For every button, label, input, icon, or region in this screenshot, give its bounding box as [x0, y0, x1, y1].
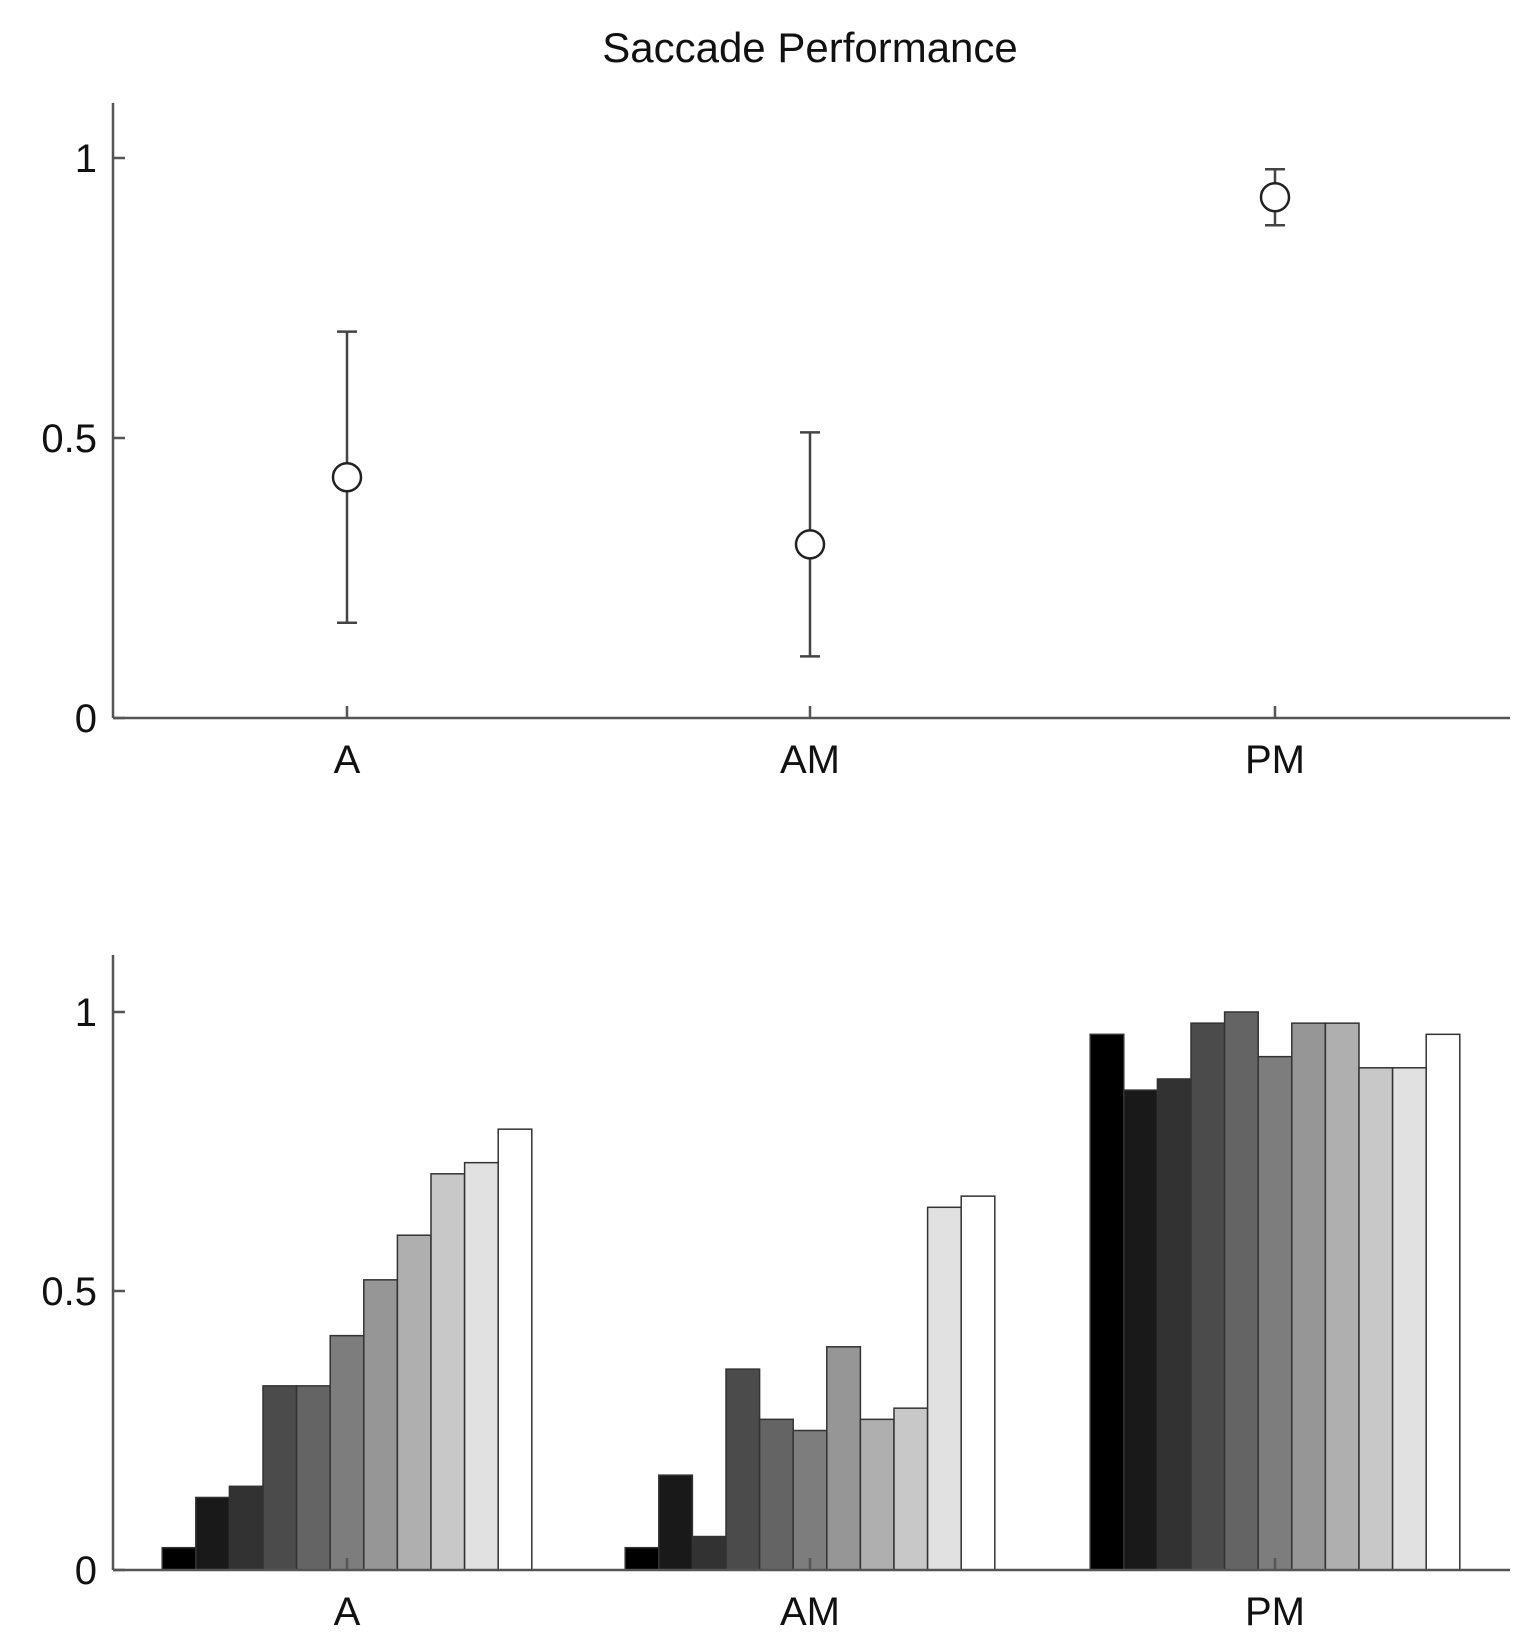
bar	[228, 1485, 264, 1571]
mean-point	[794, 529, 826, 560]
bar	[295, 1385, 331, 1571]
bar	[1223, 1011, 1259, 1571]
bar	[960, 1195, 996, 1571]
bar	[195, 1496, 231, 1571]
y-tick-label: 0	[75, 1549, 97, 1593]
mean-point	[1259, 181, 1291, 213]
bar	[1089, 1033, 1125, 1571]
bar	[396, 1234, 432, 1571]
bar	[1257, 1055, 1293, 1571]
bar	[1123, 1089, 1159, 1571]
y-tick-label: 1	[75, 991, 97, 1035]
bar	[893, 1407, 929, 1571]
bar	[463, 1161, 499, 1571]
bar	[691, 1535, 727, 1571]
y-tick-label: 1	[75, 137, 97, 181]
bar	[624, 1546, 660, 1571]
bar	[1425, 1033, 1461, 1571]
bar	[1391, 1067, 1427, 1571]
y-tick-label: 0	[75, 697, 97, 741]
y-tick-label: 0.5	[41, 417, 97, 461]
bar	[826, 1346, 862, 1571]
bar	[1190, 1022, 1226, 1571]
bar	[497, 1128, 533, 1571]
x-tick-label: A	[334, 1590, 361, 1634]
mean-point	[331, 461, 363, 493]
x-tick-label: AM	[780, 738, 840, 782]
x-tick-label: PM	[1245, 738, 1305, 782]
y-tick-label: 0.5	[41, 1270, 97, 1314]
bar	[758, 1418, 794, 1571]
bar	[262, 1385, 298, 1571]
bar	[658, 1474, 694, 1571]
bar	[792, 1429, 828, 1571]
bottom-panel: 0 0.5 1 A AM PM	[41, 955, 1510, 1634]
bar	[1324, 1022, 1360, 1571]
bar	[329, 1334, 365, 1571]
x-tick-label: PM	[1245, 1590, 1305, 1634]
x-tick-label: AM	[780, 1590, 840, 1634]
bar	[430, 1173, 466, 1571]
bar	[1156, 1078, 1192, 1571]
top-panel: 0 0.5 1 A AM PM	[41, 103, 1510, 782]
bar	[1291, 1022, 1327, 1571]
chart-title: Saccade Performance	[602, 24, 1018, 71]
bar	[859, 1418, 895, 1571]
bar	[1358, 1067, 1394, 1571]
x-tick-label: A	[334, 738, 361, 782]
bar	[725, 1368, 761, 1571]
bar	[161, 1546, 197, 1571]
bar	[926, 1206, 962, 1571]
bar	[363, 1279, 399, 1571]
